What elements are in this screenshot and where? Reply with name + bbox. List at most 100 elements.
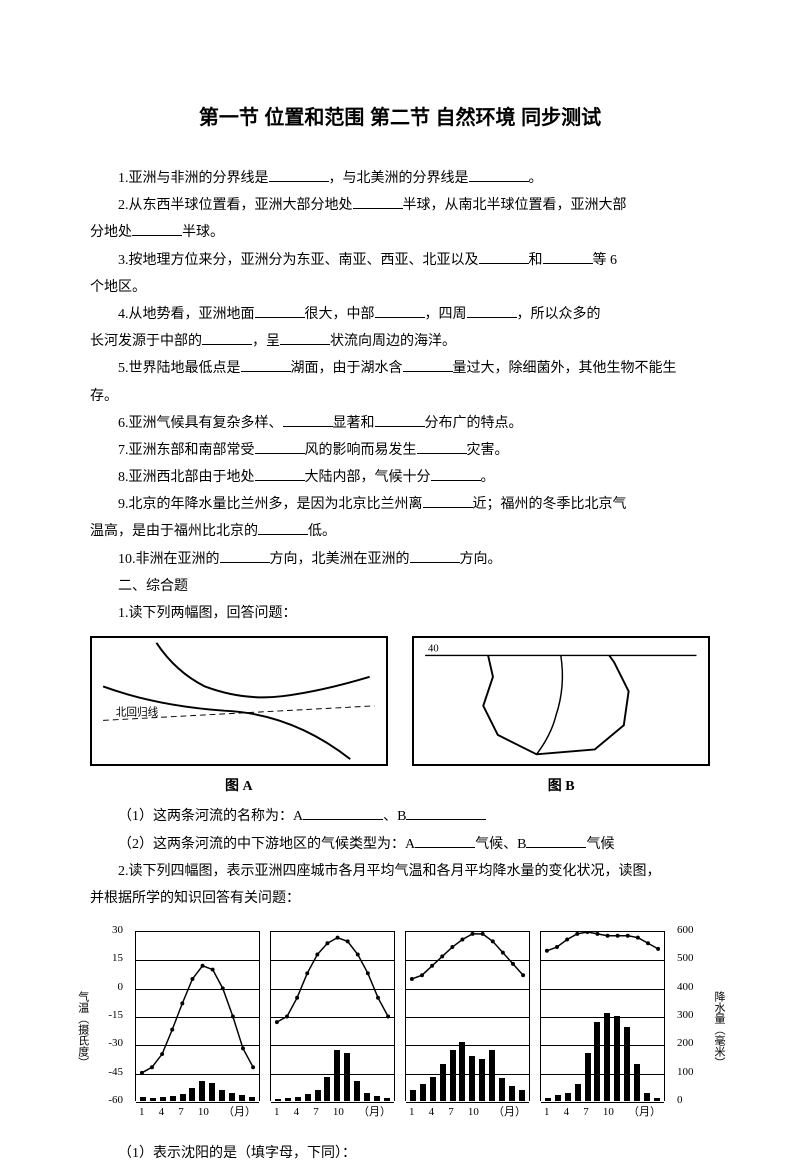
q8-t1: 8.亚洲西北部由于地处 (118, 470, 255, 485)
q3-t2: 和 (529, 253, 543, 268)
q10-t1: 10.非洲在亚洲的 (118, 552, 220, 567)
blank[interactable] (469, 168, 529, 182)
x-tick: 4 (159, 1103, 165, 1123)
precip-tick: 100 (677, 1063, 694, 1083)
blank[interactable] (303, 806, 383, 820)
q9-cont: 温高，是由于福州比北京的低。 (90, 519, 710, 544)
blank[interactable] (403, 358, 453, 372)
blank[interactable] (269, 168, 329, 182)
temp-tick: 15 (112, 950, 123, 970)
blank[interactable] (467, 304, 517, 318)
q4-cont: 长河发源于中部的，呈状流向周边的海洋。 (90, 329, 710, 354)
blank[interactable] (375, 413, 425, 427)
temp-axis-label: 气温（摄氏度） (72, 991, 92, 1068)
page-title: 第一节 位置和范围 第二节 自然环境 同步测试 (90, 100, 710, 136)
blank[interactable] (353, 195, 403, 209)
q4-t1: 4.从地势看，亚洲地面 (118, 307, 255, 322)
c2-intro: 2.读下列四幅图，表示亚洲四座城市各月平均气温和各月平均降水量的变化状况，读图， (90, 859, 710, 884)
blank[interactable] (406, 806, 486, 820)
blank[interactable] (415, 834, 475, 848)
c1-intro: 1.读下列两幅图，回答问题： (90, 601, 710, 626)
gridline (271, 1102, 394, 1103)
c1q1-t2: 、B (383, 809, 406, 824)
map-a-box: 北回归线 图 A (90, 636, 388, 799)
q2-cont: 分地处半球。 (90, 220, 710, 245)
blank[interactable] (375, 304, 425, 318)
precip-tick: 500 (677, 950, 694, 970)
x-tick: 10 (333, 1103, 344, 1123)
blank[interactable] (258, 521, 308, 535)
q7: 7.亚洲东部和南部常受风的影响而易发生灾害。 (90, 438, 710, 463)
temp-tick: -45 (108, 1063, 123, 1083)
x-tick: 10 (468, 1103, 479, 1123)
blank[interactable] (202, 331, 252, 345)
blank[interactable] (431, 467, 481, 481)
x-tick: 7 (583, 1103, 589, 1123)
temp-tick: -30 (108, 1035, 123, 1055)
chart-d-box (540, 931, 665, 1101)
q1-t1: 1.亚洲与非洲的分界线是 (118, 171, 269, 186)
q4-t3: ，四周 (425, 307, 467, 322)
x-tick: 4 (564, 1103, 570, 1123)
c2q1: （1）表示沈阳的是（填字母，下同）： (90, 1141, 710, 1166)
q9-t4: 低。 (308, 524, 336, 539)
q9: 9.北京的年降水量比兰州多，是因为北京比兰州离近；福州的冬季比北京气 (90, 492, 710, 517)
x-tick: （月） (628, 1103, 661, 1123)
gridline (406, 1102, 529, 1103)
x-tick: 4 (294, 1103, 300, 1123)
chart-b: 14710（月） (270, 931, 395, 1131)
c1q2: （2）这两条河流的中下游地区的气候类型为：A气候、B气候 (90, 832, 710, 857)
q4-t6: ，呈 (252, 334, 280, 349)
x-tick: 10 (198, 1103, 209, 1123)
q4-t5: 长河发源于中部的 (90, 334, 202, 349)
q4-t4: ，所以众多的 (517, 307, 601, 322)
precip-axis-label: 降水量（毫米） (708, 991, 728, 1068)
x-tick: 7 (313, 1103, 319, 1123)
q3: 3.按地理方位来分，亚洲分为东亚、南亚、西亚、北亚以及和等 6 (90, 248, 710, 273)
q6: 6.亚洲气候具有复杂多样、显著和分布广的特点。 (90, 411, 710, 436)
blank[interactable] (132, 222, 182, 236)
blank[interactable] (543, 250, 593, 264)
blank[interactable] (423, 494, 473, 508)
blank[interactable] (280, 331, 330, 345)
q8: 8.亚洲西北部由于地处大陆内部，气候十分。 (90, 465, 710, 490)
temp-tick: 0 (118, 978, 124, 998)
c1q2-t1: （2）这两条河流的中下游地区的气候类型为：A (118, 837, 415, 852)
map-b-svg: 40 (414, 638, 708, 764)
charts-row: 气温（摄氏度） 30150-15-30-45-60 14710（月） 14710… (90, 921, 710, 1131)
map-a-frame: 北回归线 (90, 636, 388, 766)
chart-b-line (271, 932, 394, 1101)
q9-t1: 9.北京的年降水量比兰州多，是因为北京比兰州离 (118, 497, 423, 512)
maps-row: 北回归线 图 A 40 图 B (90, 636, 710, 799)
chart-a: 14710（月） (135, 931, 260, 1131)
map-a-svg: 北回归线 (92, 638, 386, 764)
map-b-box: 40 图 B (412, 636, 710, 799)
blank[interactable] (255, 440, 305, 454)
blank[interactable] (220, 549, 270, 563)
precip-tick: 300 (677, 1006, 694, 1026)
chart-b-xlabels: 14710（月） (270, 1101, 395, 1123)
x-tick: 4 (429, 1103, 435, 1123)
q1-t3: 。 (529, 171, 543, 186)
temp-tick: -60 (108, 1091, 123, 1111)
q6-t3: 分布广的特点。 (425, 416, 523, 431)
blank[interactable] (283, 413, 333, 427)
blank[interactable] (417, 440, 467, 454)
map-b-caption: 图 B (412, 774, 710, 799)
blank[interactable] (255, 467, 305, 481)
q5-t3: 量过大，除细菌外，其他生物不能生 (453, 361, 677, 376)
x-tick: 7 (178, 1103, 184, 1123)
temp-tick: -15 (108, 1006, 123, 1026)
blank[interactable] (410, 549, 460, 563)
q5-t2: 湖面，由于湖水含 (291, 361, 403, 376)
blank[interactable] (479, 250, 529, 264)
chart-a-box (135, 931, 260, 1101)
q6-t1: 6.亚洲气候具有复杂多样、 (118, 416, 283, 431)
blank[interactable] (255, 304, 305, 318)
chart-c-box (405, 931, 530, 1101)
blank[interactable] (241, 358, 291, 372)
q2: 2.从东西半球位置看，亚洲大部分地处半球，从南北半球位置看，亚洲大部 (90, 193, 710, 218)
q2-t4: 半球。 (182, 225, 224, 240)
blank[interactable] (526, 834, 586, 848)
chart-c-xlabels: 14710（月） (405, 1101, 530, 1123)
